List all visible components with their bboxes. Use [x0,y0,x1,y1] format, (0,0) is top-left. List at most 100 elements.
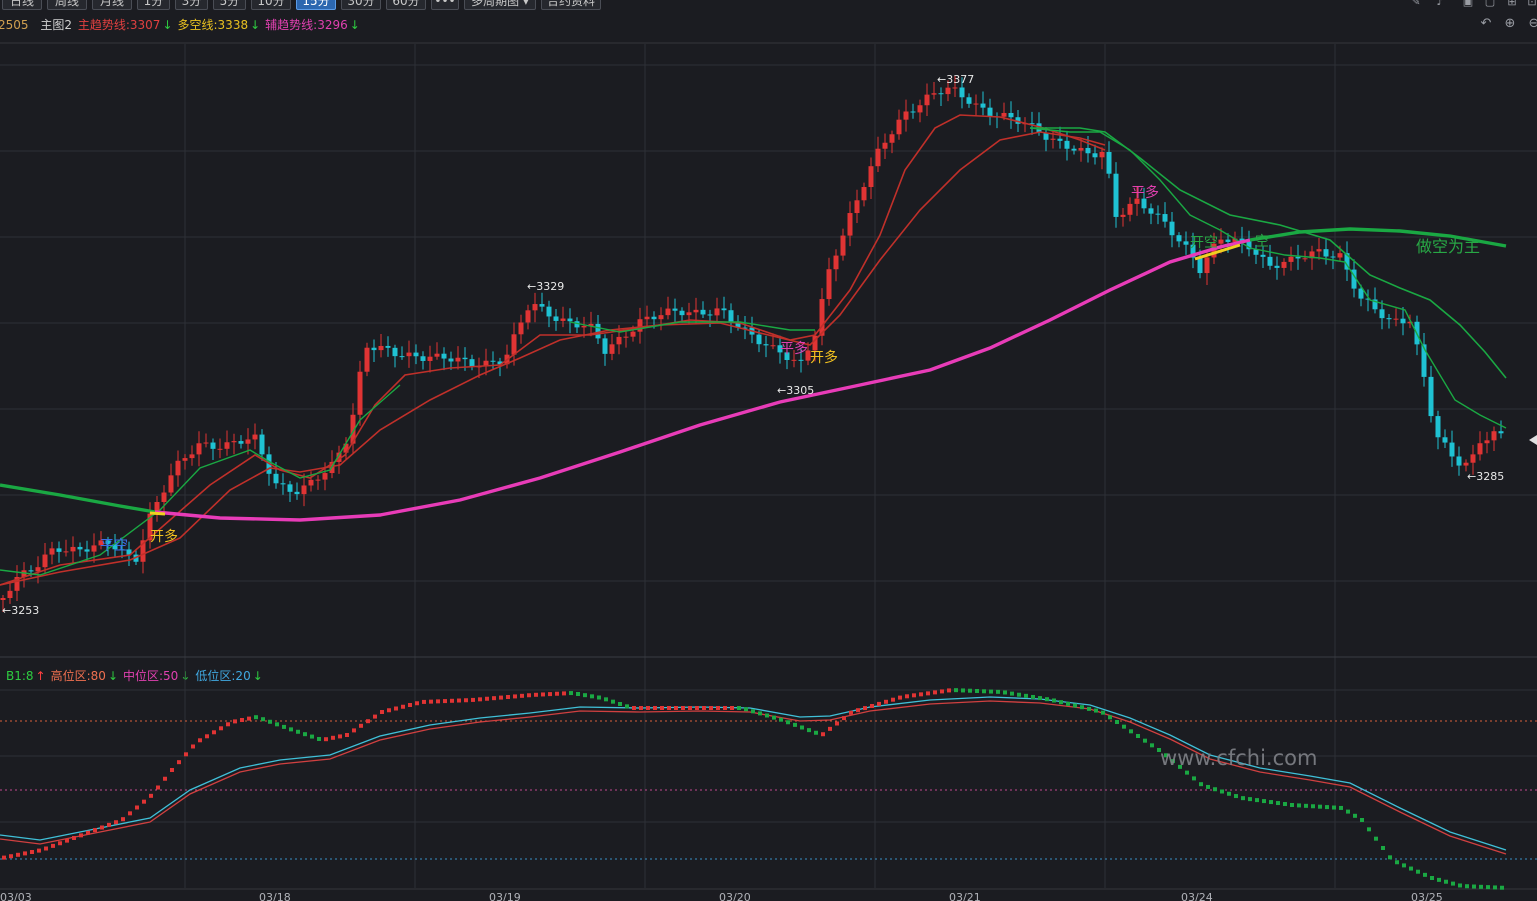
b1-dash [1227,791,1231,796]
candle-body [609,344,615,354]
b1-dash [611,699,615,704]
timeframe-button-3[interactable]: 1分 [137,0,170,10]
candle-body [105,540,111,545]
b1-dash [877,701,881,706]
timeframe-button-11[interactable]: 多周期图 ▾ [464,0,536,10]
b1-dash [2,855,6,860]
b1-dash [1052,698,1056,703]
candle-body [665,308,671,316]
b1-dash [72,836,76,840]
b1-dash [135,805,139,810]
candle-body [812,335,818,351]
candle-body [1302,258,1308,260]
candle-body [182,458,188,461]
timeframe-button-8[interactable]: 30分 [341,0,381,10]
signal-label-4: 平多 [1131,184,1159,201]
b1-dash [275,722,279,727]
more-icon[interactable]: ⊡ [1527,0,1537,8]
candle-body [343,443,349,453]
candle-body [189,454,195,459]
b1-dash [478,697,482,702]
b1-dash [758,711,762,716]
timeframe-button-7[interactable]: 15分 [296,0,336,10]
layout-icon[interactable]: ⊞ [1507,0,1517,8]
indicator-name: 主图2 [40,18,73,32]
candle-body [868,166,874,188]
timeframe-button-4[interactable]: 3分 [175,0,208,10]
candle-body [1078,147,1084,151]
candle-body [1085,147,1091,154]
b1-dash [1451,881,1455,886]
candle-body [161,492,167,502]
b1-dash [345,733,349,737]
candle-body [455,357,461,362]
timeframe-button-12[interactable]: 合约资料 [541,0,601,10]
candle-body [252,434,258,440]
b1-dash [1024,693,1028,698]
candle-body [1120,214,1126,217]
candle-body [1470,454,1476,463]
short-ma-green-right [1029,127,1507,429]
b1-dash [352,728,356,733]
candle-body [1491,431,1497,441]
timeframe-button-5[interactable]: 5分 [213,0,246,10]
b1-dash [716,706,720,710]
timeframe-button-6[interactable]: 10分 [251,0,291,10]
b1-dash [282,724,286,729]
candle-body [875,148,881,167]
candle-body [1029,123,1035,125]
screenshot-icon[interactable]: ▣ [1462,0,1474,8]
b1-dash [1465,884,1469,889]
save-icon[interactable]: ▢ [1484,0,1496,8]
signal-yellow-mark [149,511,166,516]
b1-dash [1122,724,1126,729]
zoom-in-icon[interactable]: ⊕ [1504,16,1516,31]
b1-dash [961,688,965,693]
b1-dash [1332,805,1336,810]
candle-body [819,299,825,336]
candle-body [84,549,90,552]
timeframe-button-2[interactable]: 月线 [92,0,132,10]
timeframe-button-9[interactable]: 60分 [386,0,426,10]
draw-icon[interactable]: ✎ [1411,0,1421,8]
candle-body [1099,151,1105,158]
alert-icon[interactable]: ♪ [1436,0,1444,8]
candle-body [140,540,146,562]
b1-dash [681,706,685,710]
b1-dash [1017,692,1021,697]
b1-dash [954,688,958,693]
b1-dash [1374,836,1378,841]
sub-legend-item-3: 低位区:20 [195,669,251,683]
zoom-out-icon[interactable]: ⊖ [1528,16,1537,31]
price-annotation-2: ←3305 [777,384,814,397]
b1-dash [16,852,20,857]
timeframe-button-1[interactable]: 周线 [47,0,87,10]
sub-legend-item-2: 中位区:50 [123,669,179,683]
candle-body [735,321,741,328]
candle-body [224,442,230,449]
candle-body [623,336,629,338]
candle-body [903,111,909,120]
timeframe-button-0[interactable]: 日线 [2,0,42,10]
grid-lines [0,42,1537,890]
candle-body [168,475,174,493]
candle-body [427,356,433,361]
b1-dash [247,716,251,721]
date-label-6: 03/25 [1411,891,1443,901]
undo-icon[interactable]: ↶ [1480,16,1492,31]
b1-dash [37,848,41,853]
b1-dash [1059,700,1063,705]
b1-dash [975,689,979,693]
b1-dash [492,696,496,701]
b1-dash [618,702,622,706]
candle-body [1456,456,1462,466]
timeframe-button-10[interactable]: ••• [431,0,459,10]
b1-dash [870,704,874,708]
b1-dash [268,719,272,724]
candle-body [434,353,440,357]
b1-dash [639,706,643,710]
candle-body [672,308,678,311]
candle-body [1274,265,1280,268]
b1-dash [408,703,412,707]
